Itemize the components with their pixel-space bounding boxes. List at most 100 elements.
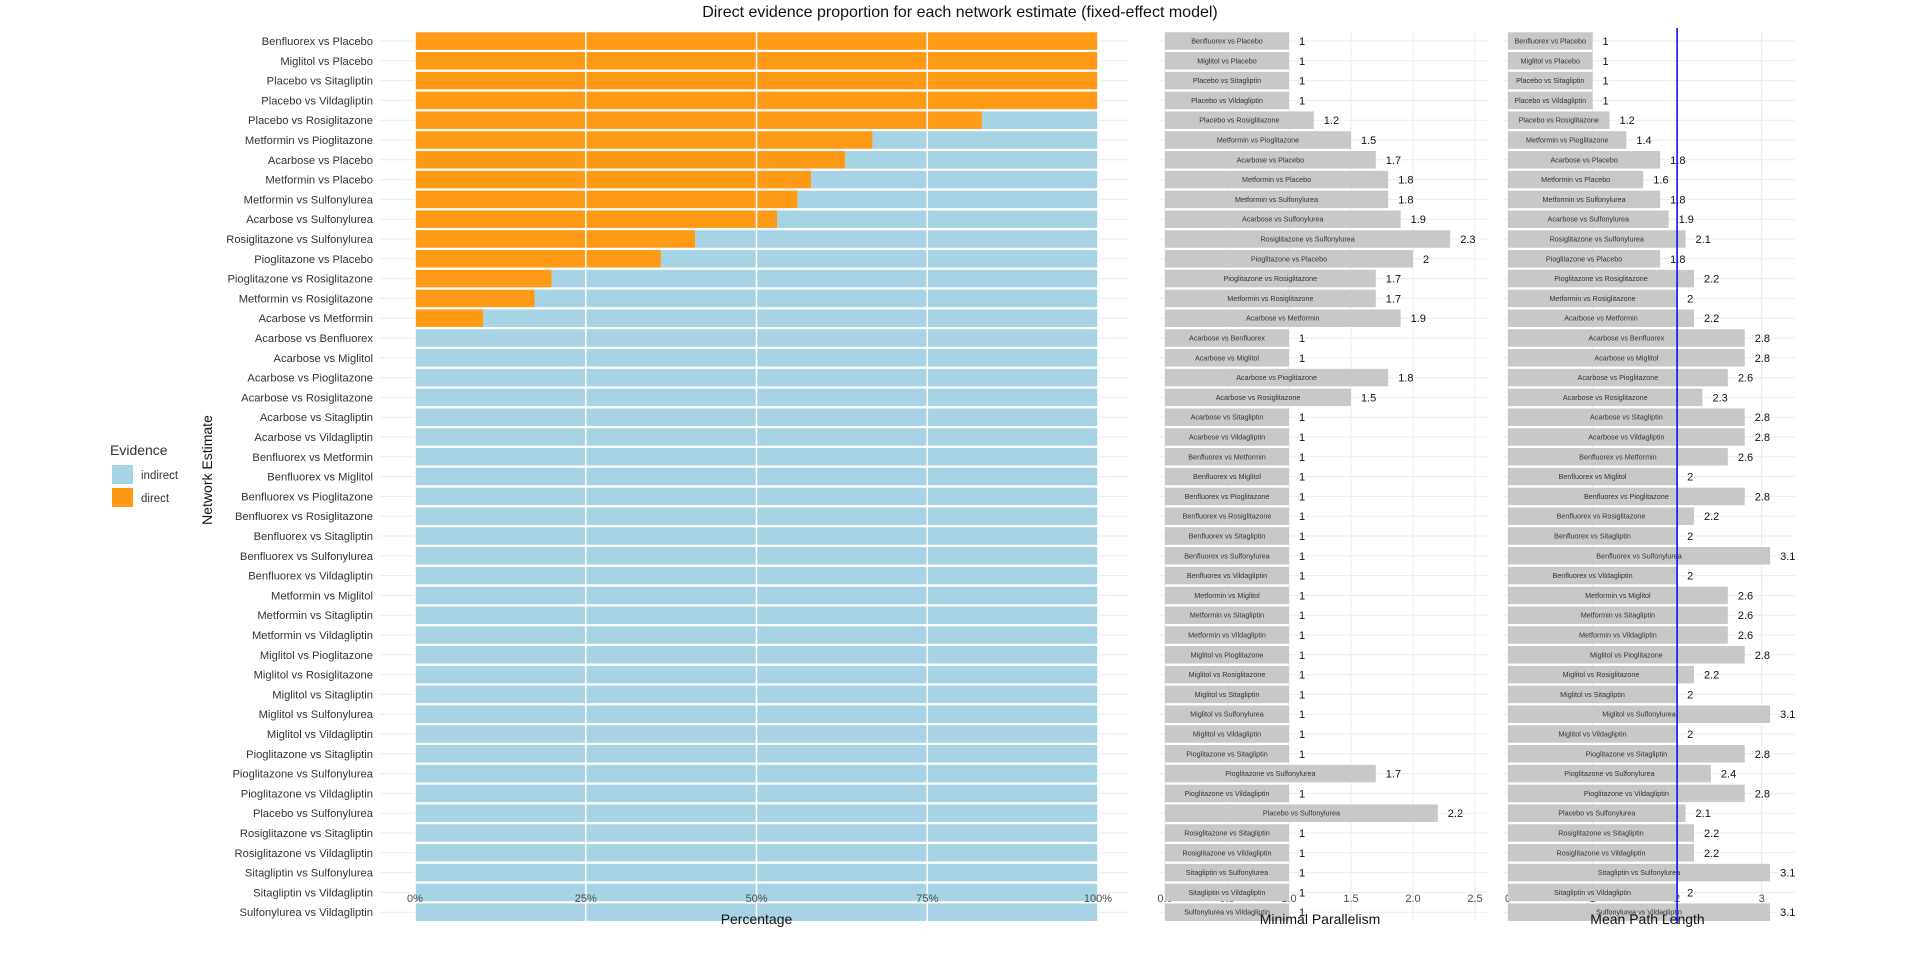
category-label: Miglitol vs Rosiglitazone (254, 670, 373, 682)
value-label: 2 (1687, 689, 1693, 701)
bar-inner-label: Metformin vs Placebo (1541, 175, 1610, 184)
bar-minimal-parallelism-rosiglitazone-vs-sulfonylurea (1165, 230, 1451, 248)
value-label: 1.8 (1398, 175, 1413, 187)
bar-inner-label: Benfluorex vs Miglitol (1559, 472, 1627, 481)
bar-inner-label: Pioglitazone vs Sulfonylurea (1225, 769, 1315, 778)
bar-inner-label: Pioglitazone vs Placebo (1546, 254, 1622, 263)
category-label: Rosiglitazone vs Sulfonylurea (226, 234, 374, 246)
bar-minimal-parallelism-metformin-vs-placebo (1165, 170, 1389, 189)
bar-minimal-parallelism-miglitol-vs-placebo (1165, 52, 1289, 70)
bar-mean-path-length-benfluorex-vs-sulfonylurea (1508, 547, 1771, 565)
value-label: 3.1 (1780, 551, 1795, 563)
value-label: 2.6 (1738, 630, 1753, 642)
value-label: 2.2 (1704, 828, 1719, 840)
value-label: 2.8 (1755, 333, 1770, 345)
evidence-panel: Benfluorex vs Placebo Miglitol vs Placebo… (199, 31, 1128, 927)
bar-mean-path-length-pioglitazone-vs-sulfonylurea (1508, 764, 1711, 783)
category-label: Placebo vs Rosiglitazone (248, 115, 373, 127)
value-label: 1.9 (1411, 214, 1426, 226)
x-axis-label: Mean Path Length (1590, 911, 1704, 927)
value-label: 1 (1603, 56, 1609, 68)
bar-inner-label: Benfluorex vs Pioglitazone (1185, 492, 1270, 501)
value-label: 1 (1299, 531, 1305, 543)
bar-minimal-parallelism-benfluorex-vs-sulfonylurea (1165, 547, 1289, 565)
legend: Evidence indirect direct (110, 442, 179, 507)
bar-minimal-parallelism-rosiglitazone-vs-sitagliptin (1165, 824, 1289, 842)
bar-direct-acarbose-vs-metformin (415, 309, 484, 327)
bar-minimal-parallelism-benfluorex-vs-placebo (1165, 32, 1289, 50)
bar-inner-label: Pioglitazone vs Placebo (1251, 254, 1327, 263)
bar-direct-metformin-vs-rosiglitazone (415, 289, 535, 308)
bar-inner-label: Pioglitazone vs Sitagliptin (1186, 749, 1268, 758)
bar-indirect-metformin-vs-placebo (811, 170, 1098, 189)
x-tick-label: 2.5 (1467, 893, 1482, 905)
category-label: Benfluorex vs Sulfonylurea (240, 551, 374, 563)
bar-indirect-metformin-vs-pioglitazone (872, 131, 1098, 149)
value-label: 1.6 (1653, 175, 1668, 187)
bar-mean-path-length-acarbose-vs-miglitol (1508, 349, 1745, 367)
value-label: 2.1 (1696, 808, 1711, 820)
bar-inner-label: Benfluorex vs Metformin (1188, 452, 1266, 461)
bar-inner-label: Benfluorex vs Pioglitazone (1584, 492, 1669, 501)
bar-inner-label: Metformin vs Placebo (1242, 175, 1311, 184)
bar-mean-path-length-acarbose-vs-rosiglitazone (1508, 388, 1703, 407)
bar-inner-label: Placebo vs Rosiglitazone (1199, 116, 1279, 125)
category-label: Sulfonylurea vs Vildagliptin (239, 907, 373, 919)
bar-indirect-acarbose-vs-placebo (845, 151, 1098, 169)
bar-inner-label: Pioglitazone vs Rosiglitazone (1224, 274, 1318, 283)
legend-label-direct: direct (141, 493, 170, 505)
bar-inner-label: Acarbose vs Placebo (1237, 155, 1305, 164)
bar-inner-label: Metformin vs Pioglitazone (1217, 136, 1299, 145)
category-label: Sitagliptin vs Vildagliptin (253, 887, 373, 899)
bar-minimal-parallelism-acarbose-vs-metformin (1165, 309, 1401, 327)
bar-direct-metformin-vs-sulfonylurea (415, 190, 798, 209)
value-label: 1 (1299, 670, 1305, 682)
bar-indirect-metformin-vs-sulfonylurea (797, 190, 1098, 209)
category-label: Acarbose vs Sitagliptin (260, 412, 373, 424)
bar-inner-label: Acarbose vs Pioglitazone (1236, 373, 1317, 382)
bar-minimal-parallelism-acarbose-vs-sulfonylurea (1165, 210, 1401, 228)
bar-minimal-parallelism-miglitol-vs-vildagliptin (1165, 725, 1289, 743)
bar-inner-label: Miglitol vs Pioglitazone (1590, 650, 1663, 659)
value-label: 1.7 (1386, 769, 1401, 781)
bar-mean-path-length-benfluorex-vs-pioglitazone (1508, 487, 1745, 506)
value-label: 1 (1299, 36, 1305, 48)
value-label: 2.1 (1696, 234, 1711, 246)
bar-inner-label: Placebo vs Vildagliptin (1514, 96, 1586, 105)
bar-inner-label: Acarbose vs Benfluorex (1588, 334, 1664, 343)
category-label: Pioglitazone vs Sulfonylurea (232, 769, 373, 781)
bar-mean-path-length-miglitol-vs-sulfonylurea (1508, 705, 1771, 723)
y-axis-label: Network Estimate (199, 415, 215, 525)
value-label: 1 (1299, 907, 1305, 919)
bar-inner-label: Miglitol vs Sulfonylurea (1190, 710, 1264, 719)
bar-minimal-parallelism-miglitol-vs-rosiglitazone (1165, 665, 1289, 684)
bar-inner-label: Benfluorex vs Rosiglitazone (1557, 512, 1646, 521)
bar-inner-label: Metformin vs Pioglitazone (1526, 136, 1608, 145)
bar-mean-path-length-benfluorex-vs-metformin (1508, 448, 1728, 466)
bar-inner-label: Metformin vs Rosiglitazone (1549, 294, 1635, 303)
bar-inner-label: Rosiglitazone vs Sitagliptin (1184, 829, 1270, 838)
value-label: 1.5 (1361, 392, 1376, 404)
value-label: 2.8 (1755, 412, 1770, 424)
category-label: Metformin vs Miglitol (271, 590, 373, 602)
category-label: Acarbose vs Sulfonylurea (246, 214, 374, 226)
bar-mean-path-length-miglitol-vs-placebo (1508, 52, 1593, 70)
bar-mean-path-length-miglitol-vs-pioglitazone (1508, 646, 1745, 664)
category-label: Acarbose vs Vildagliptin (254, 432, 373, 444)
bar-mean-path-length-metformin-vs-placebo (1508, 170, 1644, 189)
bar-inner-label: Metformin vs Miglitol (1585, 591, 1651, 600)
category-label: Acarbose vs Metformin (259, 313, 373, 325)
bar-mean-path-length-pioglitazone-vs-rosiglitazone (1508, 269, 1694, 288)
bar-inner-label: Metformin vs Miglitol (1194, 591, 1260, 600)
bar-mean-path-length-placebo-vs-sitagliptin (1508, 71, 1593, 90)
bar-inner-label: Benfluorex vs Metformin (1579, 452, 1657, 461)
bar-minimal-parallelism-pioglitazone-vs-placebo (1165, 250, 1413, 268)
value-label: 1.7 (1386, 274, 1401, 286)
value-label: 1.8 (1398, 194, 1413, 206)
category-label: Placebo vs Sulfonylurea (253, 808, 374, 820)
bar-mean-path-length-rosiglitazone-vs-sulfonylurea (1508, 230, 1686, 248)
bar-inner-label: Benfluorex vs Placebo (1515, 37, 1587, 46)
value-label: 1.5 (1361, 135, 1376, 147)
bar-mean-path-length-metformin-vs-miglitol (1508, 586, 1728, 605)
